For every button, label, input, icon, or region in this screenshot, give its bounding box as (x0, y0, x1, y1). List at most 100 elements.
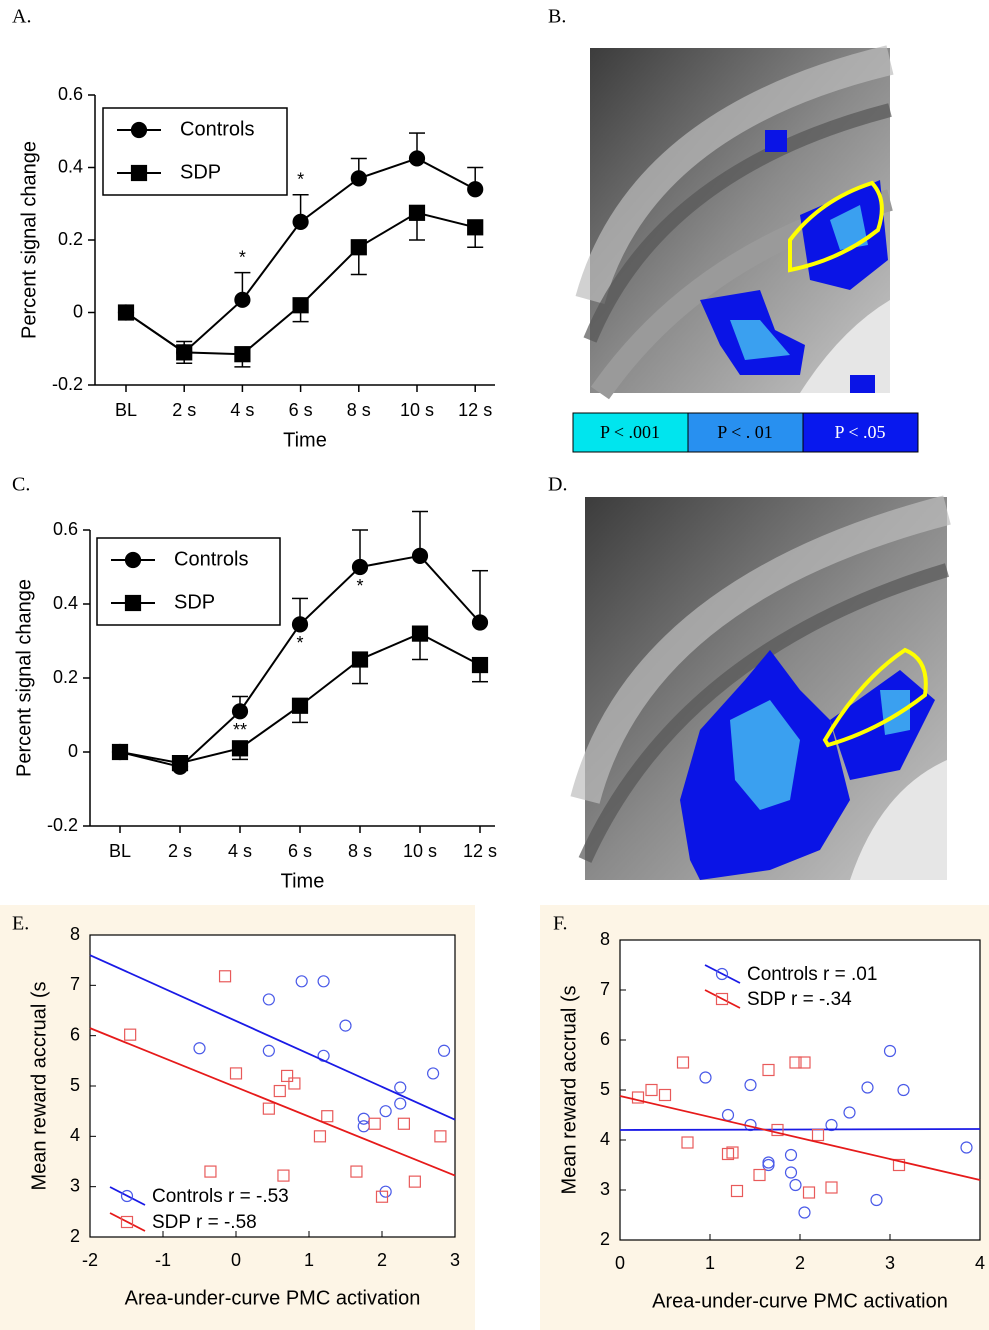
y-tick-label: 0.4 (58, 156, 83, 176)
marker (132, 123, 147, 138)
panel-label: F. (553, 913, 568, 935)
marker (293, 214, 308, 229)
y-tick-label: 7 (70, 974, 80, 994)
y-tick-label: -0.2 (47, 815, 78, 835)
y-tick-label: 4 (70, 1125, 80, 1145)
marker (235, 347, 250, 362)
legend-label: SDP r = -.34 (747, 989, 852, 1010)
marker (173, 756, 188, 771)
color-key-label: P < . 01 (717, 422, 773, 442)
x-tick-label: 6 s (289, 400, 313, 420)
y-axis-label: Percent signal change (13, 579, 35, 777)
brain-image-d (585, 497, 947, 880)
y-tick-label: 0.6 (58, 84, 83, 104)
series-line (126, 213, 475, 354)
y-axis-label: Mean reward accrual (s (558, 986, 580, 1195)
x-tick-label: -1 (155, 1250, 171, 1270)
x-axis-label: Time (283, 429, 327, 451)
marker (410, 151, 425, 166)
legend-label: SDP (174, 591, 215, 613)
x-tick-label: 2 s (172, 400, 196, 420)
brain-image-b (590, 48, 890, 393)
x-tick-label: 8 s (348, 841, 372, 861)
y-tick-label: 3 (600, 1179, 610, 1199)
panel-label: C. (12, 474, 30, 496)
x-axis-label: Time (281, 870, 325, 892)
panel-label: E. (12, 913, 29, 935)
color-key-label: P < .05 (835, 422, 886, 442)
x-tick-label: -2 (82, 1250, 98, 1270)
legend-label: SDP r = -.58 (152, 1212, 257, 1233)
x-tick-label: 1 (705, 1253, 715, 1273)
x-tick-label: 2 (377, 1250, 387, 1270)
legend-label: SDP (180, 161, 221, 183)
marker (413, 626, 428, 641)
marker (119, 305, 134, 320)
y-tick-label: 2 (70, 1226, 80, 1246)
annotation: ** (233, 720, 247, 740)
marker (132, 166, 147, 181)
marker (353, 652, 368, 667)
x-axis-label: Area-under-curve PMC activation (125, 1287, 421, 1309)
marker (473, 615, 488, 630)
figure: P < .001 P < . 01 P < .05 A. B. C. D. -0… (0, 0, 989, 1330)
panel-label: D. (548, 474, 567, 496)
legend-label: Controls (174, 548, 248, 570)
y-tick-label: 6 (600, 1029, 610, 1049)
x-axis-label: Area-under-curve PMC activation (652, 1290, 948, 1312)
y-tick-label: 4 (600, 1129, 610, 1149)
color-key-label: P < .001 (600, 422, 660, 442)
y-tick-label: 0.2 (53, 667, 78, 687)
y-tick-label: -0.2 (52, 374, 83, 394)
x-tick-label: 2 s (168, 841, 192, 861)
y-tick-label: 5 (70, 1075, 80, 1095)
marker (413, 548, 428, 563)
annotation: * (356, 576, 363, 596)
x-tick-label: 10 s (403, 841, 437, 861)
legend-label: Controls (180, 118, 254, 140)
x-tick-label: BL (109, 841, 131, 861)
x-tick-label: 6 s (288, 841, 312, 861)
y-tick-label: 0.6 (53, 519, 78, 539)
marker (468, 220, 483, 235)
marker (293, 617, 308, 632)
y-tick-label: 5 (600, 1079, 610, 1099)
annotation: * (239, 247, 246, 267)
y-axis-label: Mean reward accrual (s (28, 982, 50, 1191)
panel-label: A. (12, 6, 31, 28)
annotation: * (296, 633, 303, 653)
x-tick-label: 2 (795, 1253, 805, 1273)
y-tick-label: 0.2 (58, 229, 83, 249)
x-tick-label: 3 (450, 1250, 460, 1270)
y-tick-label: 8 (600, 929, 610, 949)
x-tick-label: 4 s (228, 841, 252, 861)
legend-label: Controls r = .01 (747, 964, 877, 985)
y-tick-label: 7 (600, 979, 610, 999)
marker (473, 658, 488, 673)
marker (177, 345, 192, 360)
x-tick-label: 4 (975, 1253, 985, 1273)
x-tick-label: 0 (231, 1250, 241, 1270)
marker (113, 745, 128, 760)
x-tick-label: BL (115, 400, 137, 420)
legend-label: Controls r = -.53 (152, 1186, 289, 1207)
x-tick-label: 10 s (400, 400, 434, 420)
marker (410, 205, 425, 220)
y-tick-label: 2 (600, 1229, 610, 1249)
marker (353, 560, 368, 575)
x-tick-label: 12 s (463, 841, 497, 861)
x-tick-label: 8 s (347, 400, 371, 420)
marker (293, 298, 308, 313)
color-key: P < .001 P < . 01 P < .05 (573, 413, 918, 452)
marker (126, 553, 141, 568)
x-tick-label: 12 s (458, 400, 492, 420)
marker (468, 182, 483, 197)
marker (233, 741, 248, 756)
y-tick-label: 6 (70, 1024, 80, 1044)
marker (235, 292, 250, 307)
y-tick-label: 8 (70, 924, 80, 944)
marker (351, 240, 366, 255)
fit-line (620, 1129, 980, 1130)
marker (351, 171, 366, 186)
x-tick-label: 1 (304, 1250, 314, 1270)
